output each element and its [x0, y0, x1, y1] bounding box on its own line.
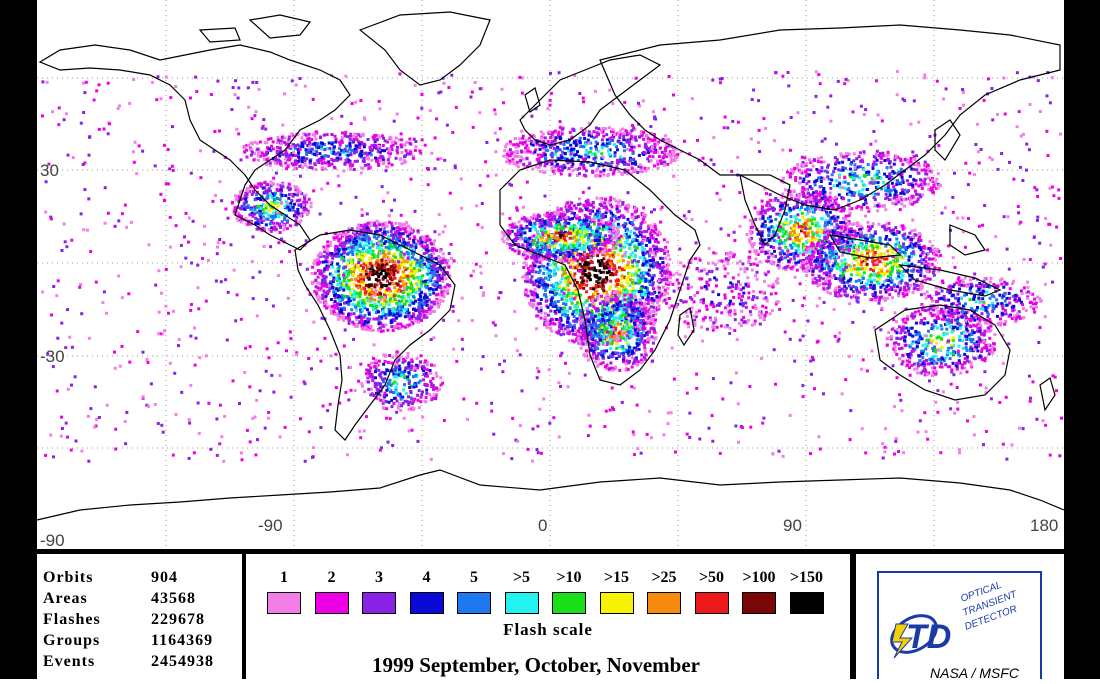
flash-scale-swatch — [410, 592, 444, 614]
flash-scale-swatch — [742, 592, 776, 614]
flash-scale-swatch — [267, 592, 301, 614]
lon-label-90: 90 — [783, 516, 802, 535]
flash-scale-swatch — [552, 592, 586, 614]
flash-scale-label: 3 — [354, 569, 404, 587]
flash-scale-swatch — [790, 592, 824, 614]
flash-scale-label: 5 — [449, 569, 499, 587]
lon-label-180: 180 — [1030, 516, 1058, 535]
flash-scale-swatch — [695, 592, 729, 614]
flash-scale-swatch — [647, 592, 681, 614]
lightning-map: -90 0 90 180 30 -30 -90 — [0, 0, 1100, 549]
flash-scale-label: >25 — [639, 569, 689, 587]
flash-scale-swatch — [315, 592, 349, 614]
flash-scale-swatch — [505, 592, 539, 614]
logo-panel: TD OPTICAL TRANSIENT DETECTOR NASA / MSF… — [856, 554, 1064, 679]
flash-scale-swatch — [362, 592, 396, 614]
flash-scale-label: >10 — [544, 569, 594, 587]
lon-label-minus-90: -90 — [258, 516, 283, 535]
flash-scale-label: 1 — [259, 569, 309, 587]
lat-label-minus-30: -30 — [40, 347, 65, 366]
flash-scale-label: >150 — [782, 569, 832, 587]
lat-label-30: 30 — [40, 161, 59, 180]
season-title: 1999 September, October, November — [246, 653, 826, 678]
lat-label-minus-90: -90 — [40, 531, 65, 549]
flash-scale-label: >100 — [734, 569, 784, 587]
flash-scale-swatch — [600, 592, 634, 614]
flash-scale-label: >5 — [497, 569, 547, 587]
flash-scale-label: >50 — [687, 569, 737, 587]
flash-scale-label: >15 — [592, 569, 642, 587]
lon-label-0: 0 — [538, 516, 547, 535]
flash-scale-label: 2 — [307, 569, 357, 587]
otd-logo: TD OPTICAL TRANSIENT DETECTOR NASA / MSF… — [856, 554, 1064, 679]
flash-scale-label: 4 — [402, 569, 452, 587]
map-svg: -90 0 90 180 30 -30 -90 — [0, 0, 1100, 549]
flash-scale-swatch — [457, 592, 491, 614]
flash-scale-caption: Flash scale — [246, 620, 850, 640]
